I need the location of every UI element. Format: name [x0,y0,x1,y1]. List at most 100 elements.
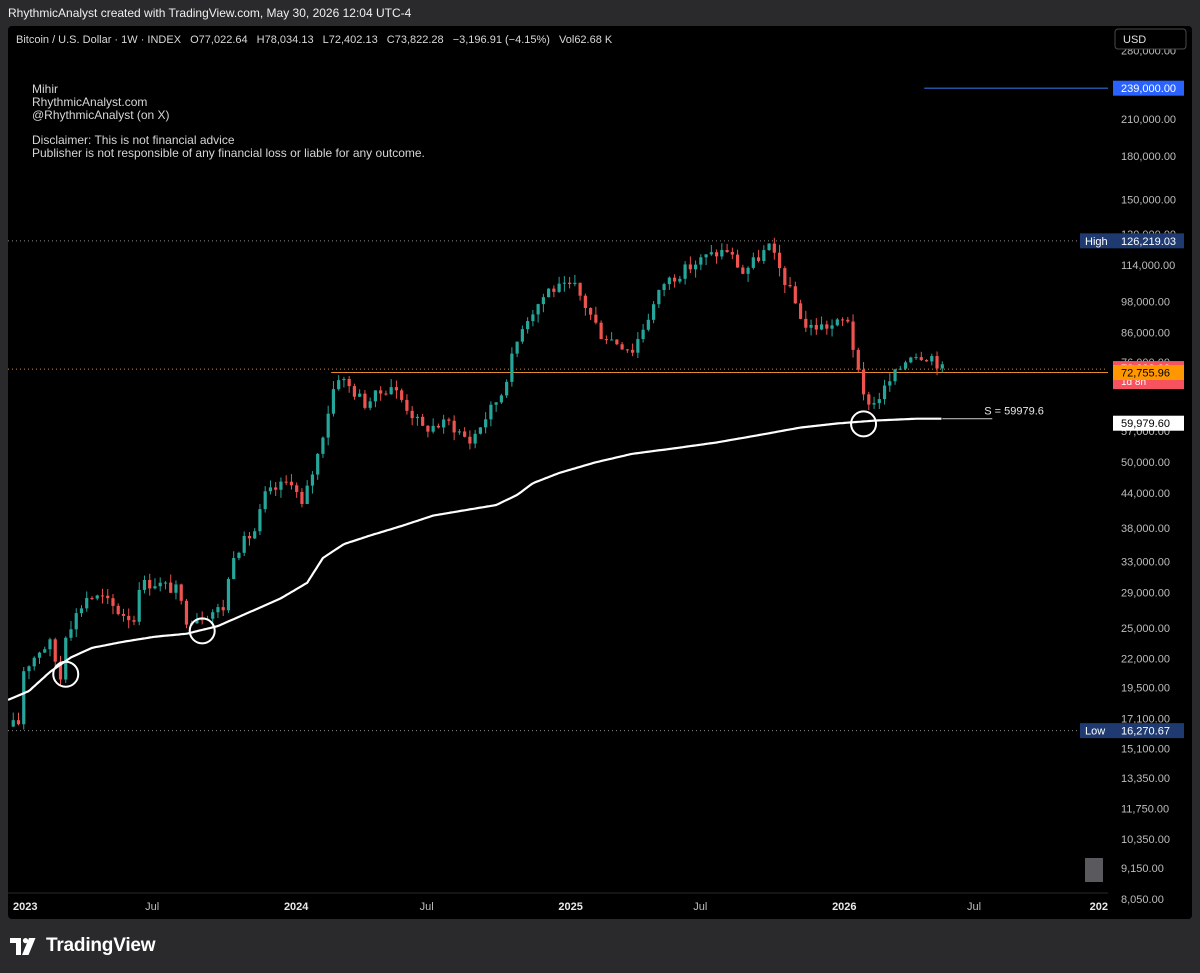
candle-body [499,395,503,403]
y-tick-label: 210,000.00 [1121,114,1176,126]
candle-body [489,404,493,420]
x-tick-label: 2024 [284,901,309,913]
candle-body [751,257,755,268]
candle-body [300,491,304,505]
candle-body [505,381,509,396]
candle-body [326,413,330,438]
candle-body [289,481,294,486]
candle-body [284,481,288,483]
x-tick-label: Jul [693,901,707,913]
candle-body [373,390,378,402]
candle-body [394,387,399,391]
y-tick-label: 10,350.00 [1121,834,1170,846]
candle-body [526,321,530,330]
candle-body [625,349,629,351]
candle-body [53,639,57,662]
candle-body [767,243,771,251]
time-axis[interactable]: 2023 Jul 2024 Jul 2025 Jul 2026 Jul 202 [13,901,1108,913]
candle-body [211,612,215,619]
candle-body [468,436,472,444]
candle-body [667,277,671,285]
candle-body [64,637,68,680]
candle-body [405,399,409,411]
tradingview-logo[interactable]: TradingView [10,933,156,959]
candle-body [861,369,866,395]
candle-body [888,381,892,386]
candle-body [520,329,524,342]
scroll-to-realtime-button[interactable] [1085,858,1103,882]
price-axis-background[interactable] [1108,26,1192,919]
candle-body [814,324,818,330]
x-tick-label: Jul [967,901,981,913]
candle-body [158,582,162,587]
candle-body [484,419,488,428]
level-badge-value: 239,000.00 [1121,83,1176,95]
candle-body [347,378,351,387]
candle-body [163,582,168,584]
candle-body [714,252,719,257]
candle-body [69,629,73,638]
candle-body [258,509,262,532]
candle-body [882,385,887,400]
candle-body [720,250,724,257]
highlight-circle [188,617,216,645]
y-tick-label: 11,750.00 [1121,803,1169,815]
currency-button[interactable] [1114,28,1187,50]
level-badge-value: 59,979.60 [1121,418,1170,430]
highlight-circle [52,660,80,688]
candle-body [415,416,420,419]
note-liability: Publisher is not responsible of any fina… [32,146,425,160]
y-tick-label: 17,100.00 [1121,714,1170,726]
x-tick-label: Jul [420,901,434,913]
candle-body [599,322,603,340]
y-tick-label: 15,100.00 [1121,743,1170,755]
candle-body [132,620,136,622]
candle-body [452,420,456,433]
candle-body [657,290,661,305]
candle-body [704,254,708,258]
level-badge-blue [1113,80,1184,96]
tradingview-logo-text: TradingView [46,935,156,956]
candle-body [699,257,703,265]
candle-body [646,319,650,330]
y-tick-label: 19,500.00 [1121,682,1170,694]
candle-body [830,325,834,329]
legend-high-label: H [257,34,265,46]
level-badge-value: 126,219.03 [1121,236,1176,248]
candle-body [137,589,141,622]
candle-body [310,474,315,486]
currency-label: USD [1123,34,1146,46]
candle-body [788,285,792,287]
candle-body [221,607,225,611]
candle-body [583,295,587,309]
candle-body [898,368,902,370]
candle-body [11,720,15,727]
candle-body [819,324,824,330]
y-tick-label: 29,000.00 [1121,587,1170,599]
candle-body [914,357,918,359]
candle-body [74,613,78,630]
candle-body [604,339,608,341]
candle-body [237,552,241,559]
candle-body [48,639,52,650]
candle-body [851,321,855,350]
candle-body [762,250,766,261]
x-tick-label: 2023 [13,901,37,913]
chart-frame[interactable]: S = 59979.6 280,000.00 210,000.00 180,000.… [8,26,1192,919]
candle-body [725,250,729,252]
candle-body [924,360,929,362]
candle-body [79,608,84,614]
legend-low-label: L [323,34,329,46]
candle-body [358,393,362,397]
price-chart[interactable]: S = 59979.6 280,000.00210,000.00180,000.… [8,26,1192,919]
candle-body [531,314,535,322]
legend-volume-label: Vol [559,34,574,46]
candle-body [174,584,178,593]
candle-body [337,380,341,390]
y-tick-label: 50,000.00 [1121,457,1170,469]
candles [11,237,944,730]
candle-body [631,349,635,353]
y-tick-label: 86,000.00 [1121,328,1170,340]
candle-body [741,267,745,274]
